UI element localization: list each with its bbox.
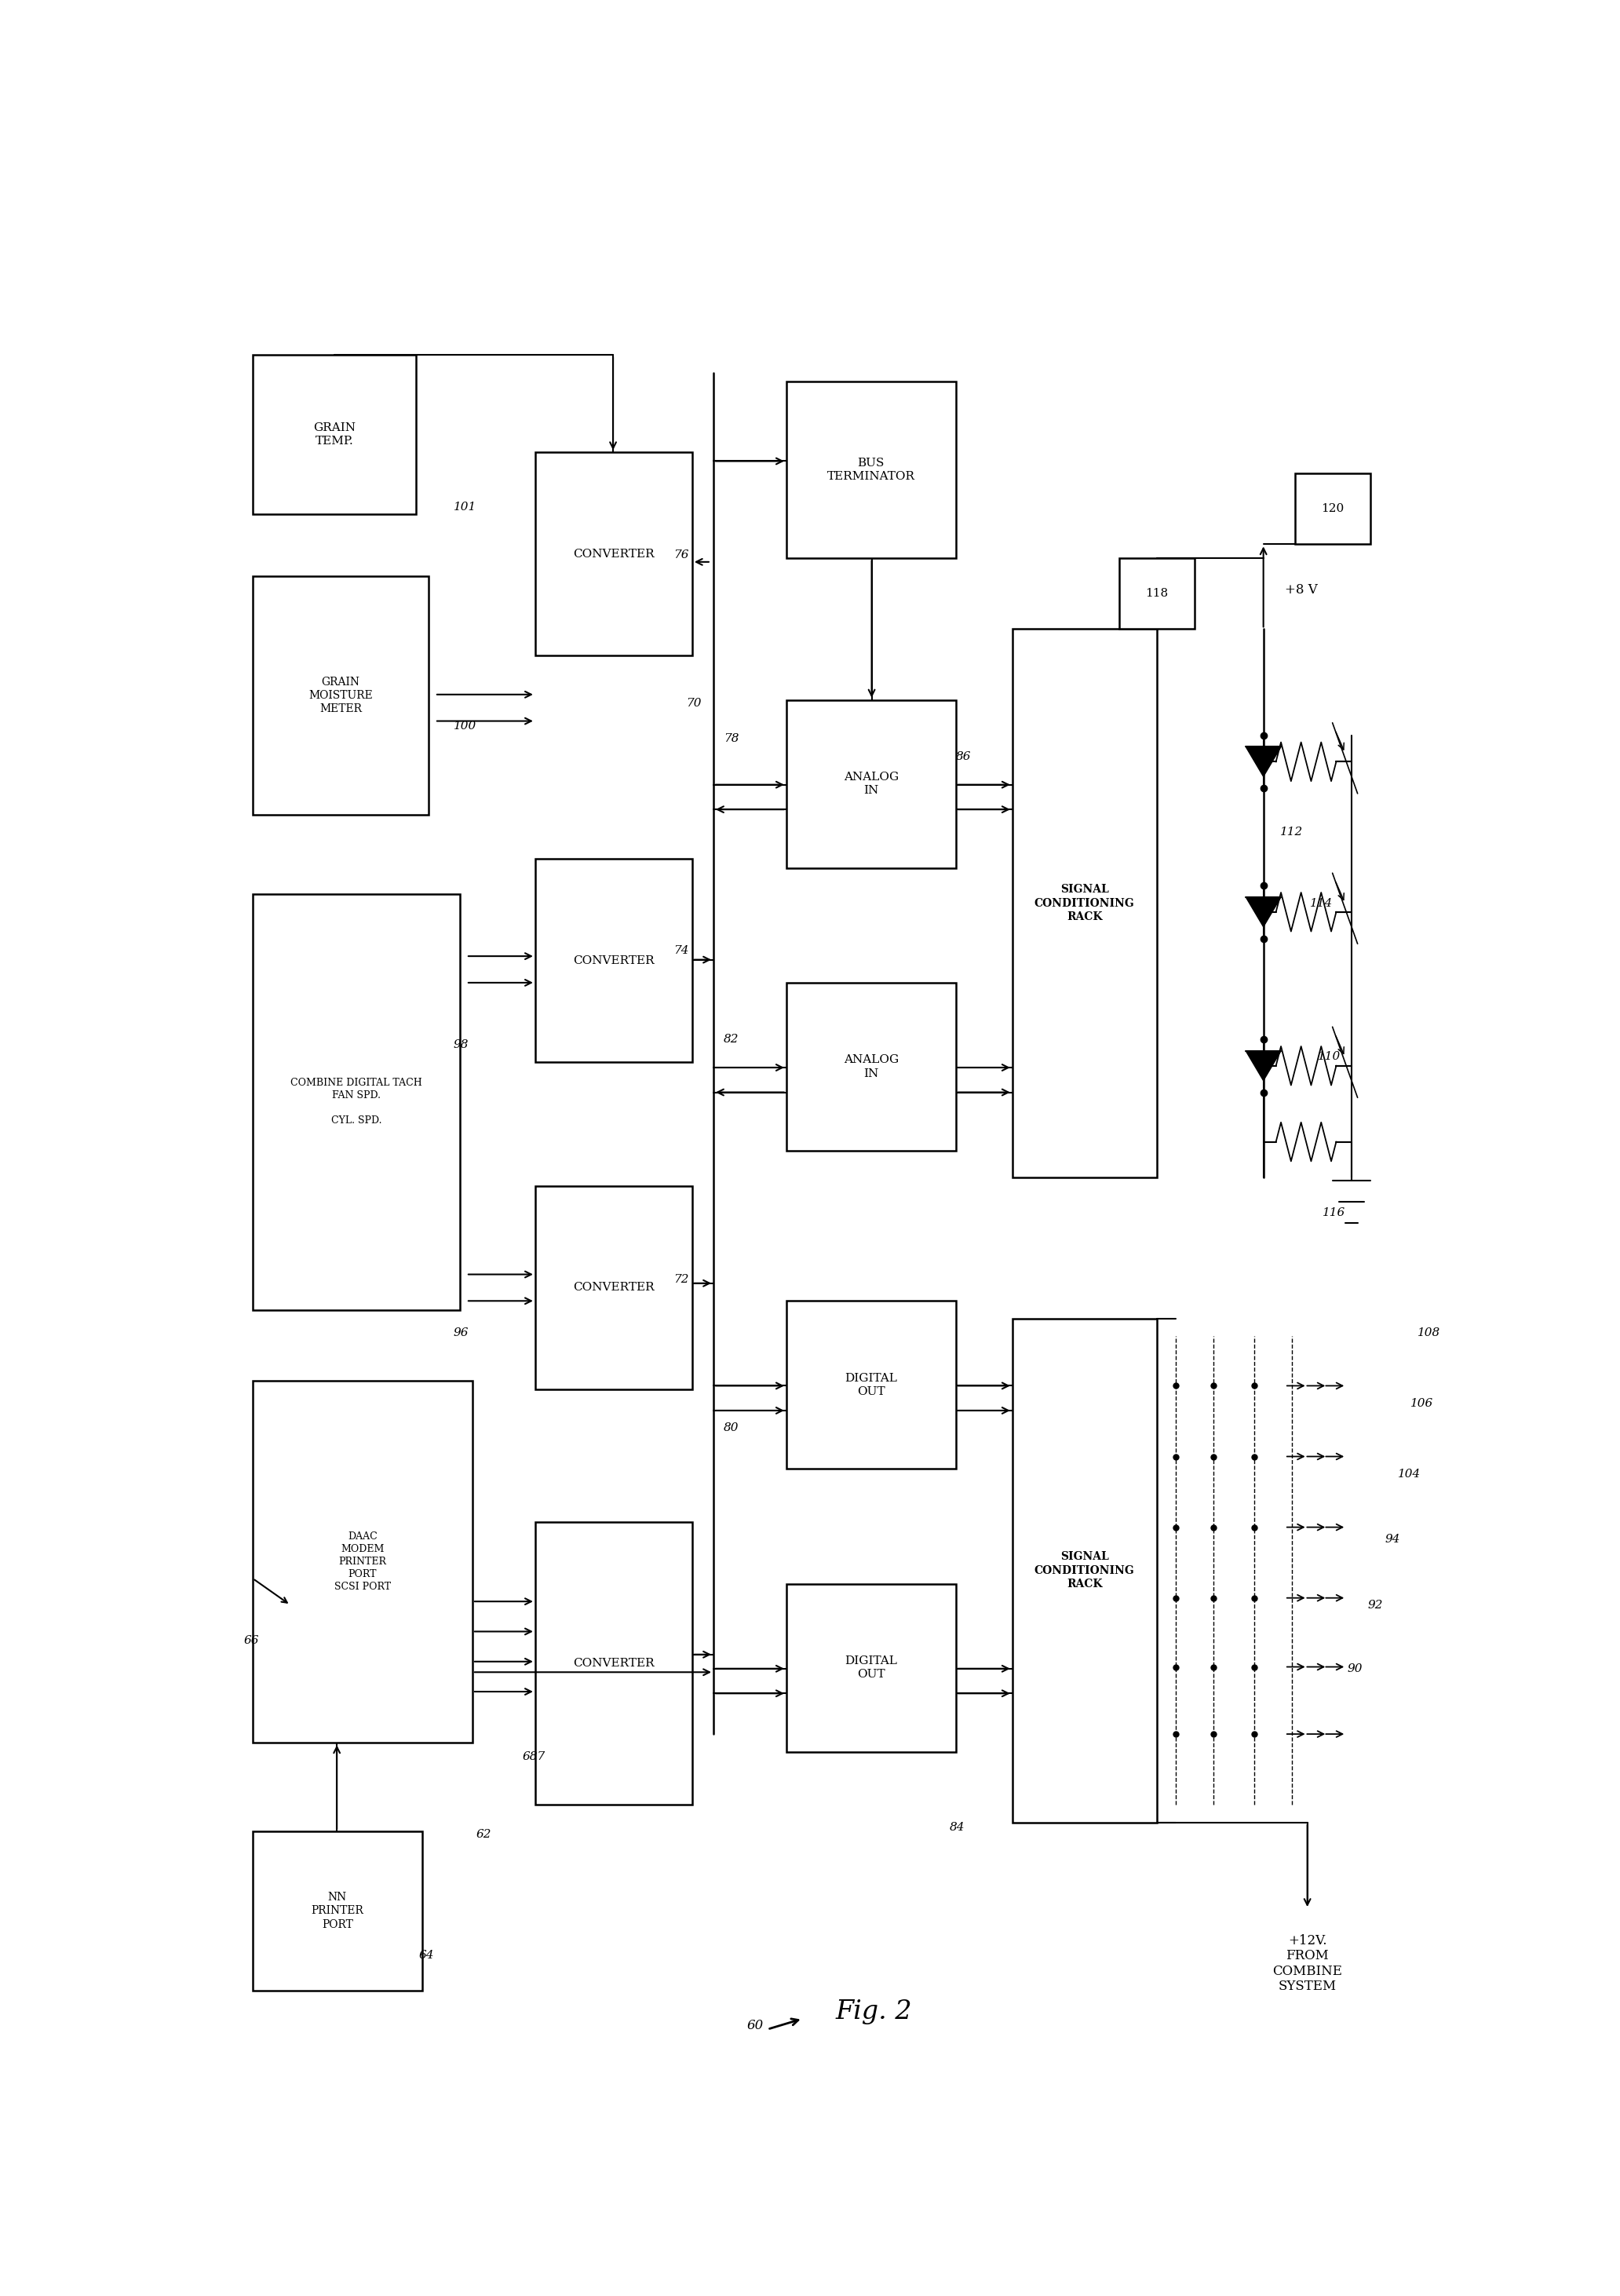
Text: 94: 94 <box>1385 1534 1400 1545</box>
Text: 112: 112 <box>1280 827 1302 838</box>
Text: 70: 70 <box>685 698 701 709</box>
Text: 80: 80 <box>724 1424 739 1433</box>
Text: 96: 96 <box>454 1327 468 1339</box>
Text: GRAIN
MOISTURE
METER: GRAIN MOISTURE METER <box>308 677 373 714</box>
Text: 64: 64 <box>418 1949 434 1961</box>
Text: GRAIN
TEMP.: GRAIN TEMP. <box>313 422 355 448</box>
Text: DAAC
MODEM
PRINTER
PORT
SCSI PORT: DAAC MODEM PRINTER PORT SCSI PORT <box>334 1531 390 1591</box>
Bar <box>535 452 692 657</box>
Text: ANALOG
IN: ANALOG IN <box>844 771 899 797</box>
Text: +12V.
FROM
COMBINE
SYSTEM: +12V. FROM COMBINE SYSTEM <box>1272 1933 1343 1993</box>
Text: 74: 74 <box>674 946 688 957</box>
Polygon shape <box>1246 746 1281 776</box>
Text: 90: 90 <box>1348 1662 1362 1674</box>
Bar <box>253 1832 423 1991</box>
Text: 60: 60 <box>747 2018 763 2032</box>
Text: 86: 86 <box>956 751 970 762</box>
Text: CONVERTER: CONVERTER <box>573 549 654 560</box>
Bar <box>253 356 416 514</box>
Text: 114: 114 <box>1311 898 1333 909</box>
Text: 110: 110 <box>1317 1052 1340 1063</box>
Bar <box>1012 1318 1157 1823</box>
Text: 101: 101 <box>454 501 476 512</box>
Bar <box>786 700 956 868</box>
Bar <box>535 859 692 1063</box>
Bar <box>253 895 460 1309</box>
Text: 118: 118 <box>1145 588 1168 599</box>
Text: 66: 66 <box>245 1635 259 1646</box>
Text: 104: 104 <box>1398 1469 1421 1479</box>
Text: NN
PRINTER
PORT: NN PRINTER PORT <box>311 1892 364 1931</box>
Bar <box>535 1522 692 1805</box>
Text: DIGITAL
OUT: DIGITAL OUT <box>844 1373 897 1398</box>
Bar <box>786 1302 956 1469</box>
Text: 106: 106 <box>1411 1398 1434 1410</box>
Bar <box>1119 558 1194 629</box>
Bar <box>1012 629 1157 1178</box>
Text: 76: 76 <box>674 549 688 560</box>
Text: 687: 687 <box>523 1752 546 1763</box>
Text: 116: 116 <box>1322 1208 1345 1217</box>
Text: CONVERTER: CONVERTER <box>573 1658 654 1669</box>
Text: SIGNAL
CONDITIONING
RACK: SIGNAL CONDITIONING RACK <box>1034 884 1134 923</box>
Text: 92: 92 <box>1367 1600 1383 1609</box>
Text: +8 V: +8 V <box>1285 583 1317 597</box>
Bar <box>786 1584 956 1752</box>
Text: 100: 100 <box>454 721 476 732</box>
Bar <box>253 576 429 815</box>
Text: 108: 108 <box>1418 1327 1440 1339</box>
Bar <box>535 1187 692 1389</box>
Text: COMBINE DIGITAL TACH
FAN SPD.

CYL. SPD.: COMBINE DIGITAL TACH FAN SPD. CYL. SPD. <box>290 1079 423 1125</box>
Text: SIGNAL
CONDITIONING
RACK: SIGNAL CONDITIONING RACK <box>1034 1552 1134 1589</box>
Bar <box>786 983 956 1150</box>
Text: ANALOG
IN: ANALOG IN <box>844 1054 899 1079</box>
Text: BUS
TERMINATOR: BUS TERMINATOR <box>828 457 915 482</box>
Text: CONVERTER: CONVERTER <box>573 955 654 967</box>
Polygon shape <box>1246 898 1281 928</box>
Bar <box>253 1380 473 1743</box>
Text: 120: 120 <box>1320 503 1345 514</box>
Text: 62: 62 <box>476 1830 491 1841</box>
Text: Fig. 2: Fig. 2 <box>836 2000 912 2025</box>
Polygon shape <box>1246 1052 1281 1081</box>
Text: 84: 84 <box>949 1823 966 1832</box>
Text: 78: 78 <box>724 732 739 744</box>
Text: 82: 82 <box>724 1033 739 1045</box>
Text: 98: 98 <box>454 1040 468 1049</box>
Text: 72: 72 <box>674 1274 688 1286</box>
Bar <box>786 381 956 558</box>
Text: CONVERTER: CONVERTER <box>573 1281 654 1293</box>
Text: DIGITAL
OUT: DIGITAL OUT <box>844 1655 897 1681</box>
Bar <box>1294 473 1371 544</box>
